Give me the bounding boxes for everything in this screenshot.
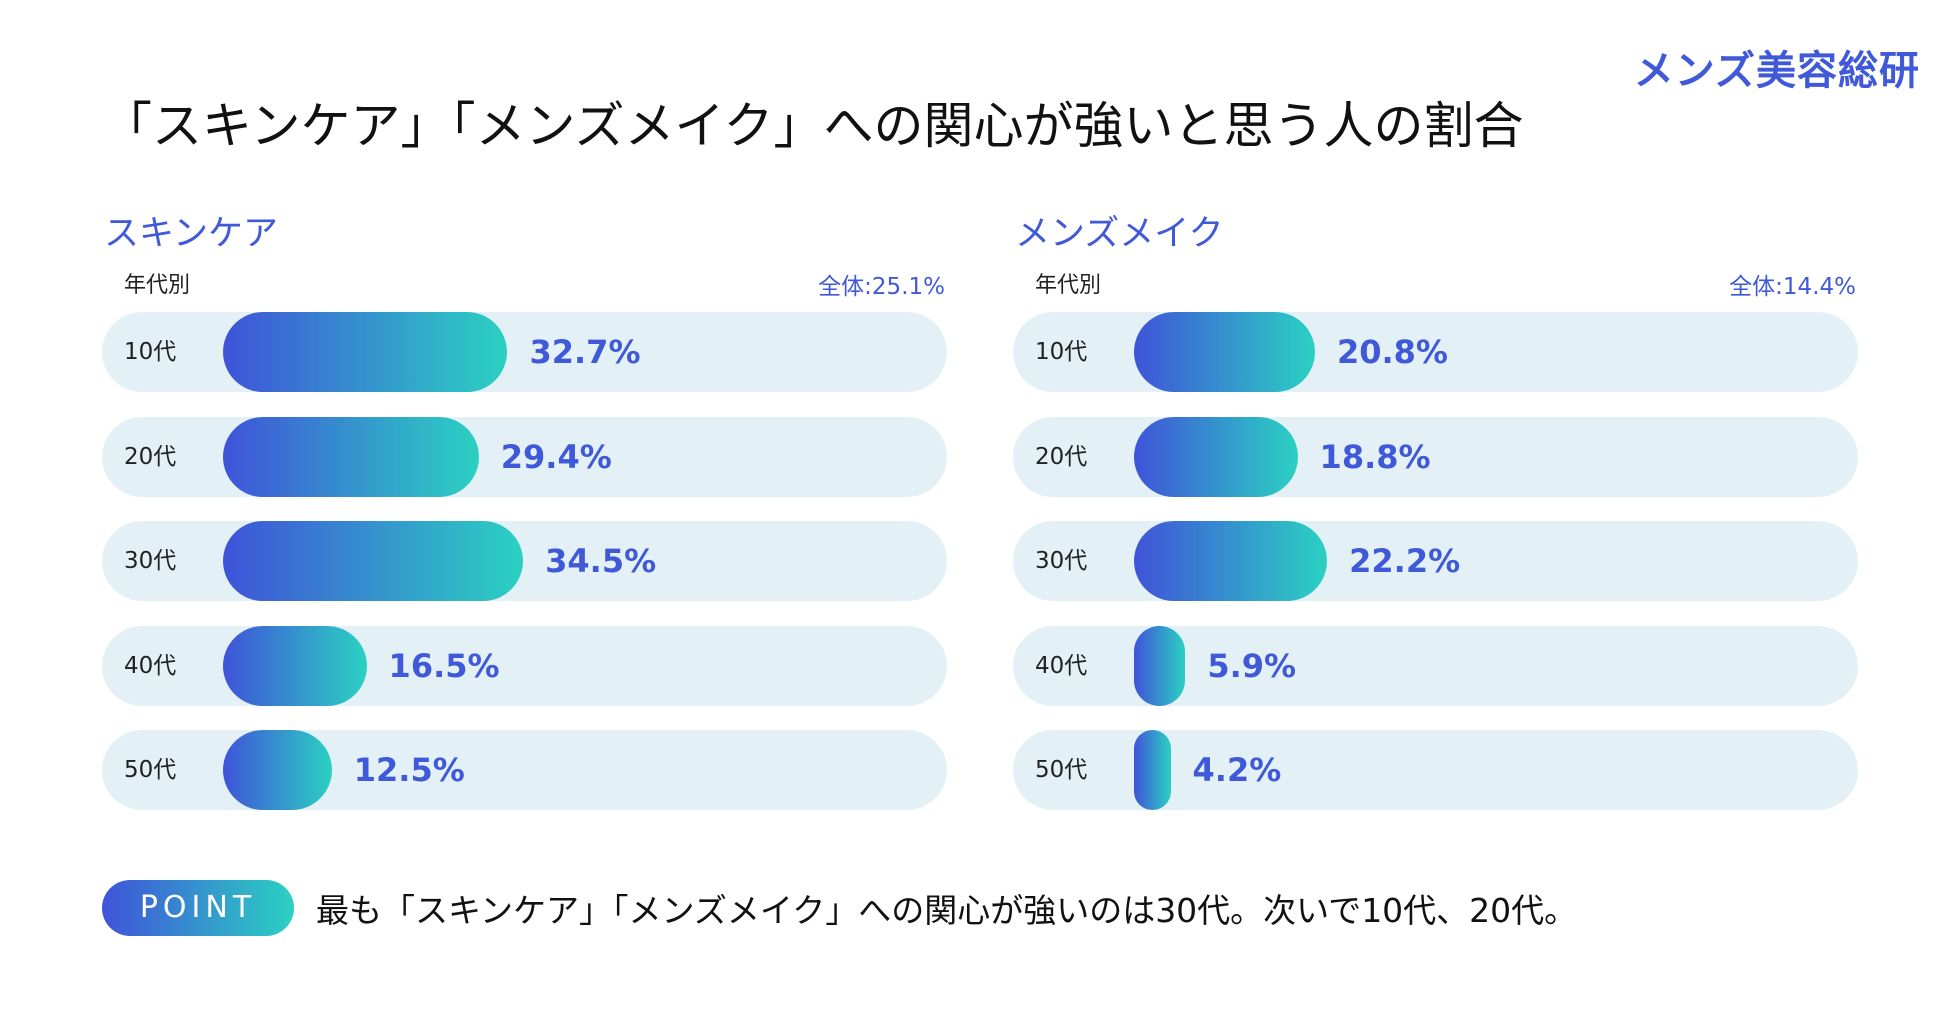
skincare-value-label: 29.4% <box>500 437 612 476</box>
mens-makeup-value-label: 5.9% <box>1207 646 1297 685</box>
skincare-row: 40代 16.5% <box>102 625 947 706</box>
mens-makeup-row: 50代 4.2% <box>1013 730 1858 810</box>
skincare-age-header: 年代別 <box>124 273 191 298</box>
mens-makeup-bar <box>1134 312 1315 392</box>
mens-makeup-value-label: 22.2% <box>1349 542 1461 580</box>
skincare-category-label: 10代 <box>124 339 177 365</box>
mens-makeup-category-label: 30代 <box>1035 548 1088 574</box>
mens-makeup-category-label: 20代 <box>1035 443 1088 470</box>
mens-makeup-category-label: 10代 <box>1035 339 1088 365</box>
mens-makeup-overall-value: 全体:14.4% <box>1729 274 1856 300</box>
mens-makeup-bar <box>1134 730 1171 810</box>
mens-makeup-value-label: 18.8% <box>1319 437 1431 476</box>
skincare-row: 30代 34.5% <box>102 521 947 601</box>
skincare-category-label: 20代 <box>124 443 177 470</box>
mens-makeup-row: 40代 5.9% <box>1013 625 1858 706</box>
mens-makeup-bar <box>1134 416 1298 497</box>
mens-makeup-category-label: 50代 <box>1035 757 1088 783</box>
skincare-chart-panel: スキンケア 年代別 全体:25.1% 10代 32.7% 20代 29.4% 30代 34… <box>102 205 947 825</box>
skincare-category-label: 30代 <box>124 548 177 574</box>
skincare-bar <box>223 416 479 497</box>
skincare-value-label: 32.7% <box>529 333 641 371</box>
skincare-row: 20代 29.4% <box>102 416 947 497</box>
skincare-bar <box>223 730 332 810</box>
mens-makeup-chart-panel: メンズメイク 年代別 全体:14.4% 10代 20.8% 20代 18.8% 30代 2… <box>1013 205 1858 825</box>
skincare-bar <box>223 312 508 392</box>
mens-makeup-row: 20代 18.8% <box>1013 416 1858 497</box>
skincare-overall-value: 全体:25.1% <box>818 274 945 300</box>
skincare-chart-title: スキンケア <box>104 214 278 254</box>
skincare-bar <box>223 521 524 601</box>
mens-makeup-value-label: 4.2% <box>1192 751 1282 789</box>
brand-logo: メンズ美容総研 <box>1633 48 1920 94</box>
mens-makeup-chart-title: メンズメイク <box>1015 214 1224 254</box>
skincare-row: 10代 32.7% <box>102 312 947 392</box>
mens-makeup-bar <box>1134 625 1186 706</box>
skincare-bar <box>223 625 367 706</box>
mens-makeup-row: 30代 22.2% <box>1013 521 1858 601</box>
mens-makeup-bar <box>1134 521 1328 601</box>
page-title: 「スキンケア」「メンズメイク」への関心が強いと思う人の割合 <box>102 97 1524 155</box>
skincare-row: 50代 12.5% <box>102 730 947 810</box>
skincare-value-label: 12.5% <box>353 751 465 789</box>
mens-makeup-row: 10代 20.8% <box>1013 312 1858 392</box>
skincare-value-label: 34.5% <box>545 542 657 580</box>
skincare-category-label: 40代 <box>124 652 177 679</box>
point-badge: POINT <box>102 880 294 936</box>
skincare-value-label: 16.5% <box>388 646 500 685</box>
point-summary-text: 最も「スキンケア」「メンズメイク」への関心が強いのは30代。次いで10代、20代… <box>316 891 1578 930</box>
mens-makeup-age-header: 年代別 <box>1035 273 1102 298</box>
mens-makeup-category-label: 40代 <box>1035 652 1088 679</box>
mens-makeup-value-label: 20.8% <box>1336 333 1448 371</box>
skincare-category-label: 50代 <box>124 757 177 783</box>
